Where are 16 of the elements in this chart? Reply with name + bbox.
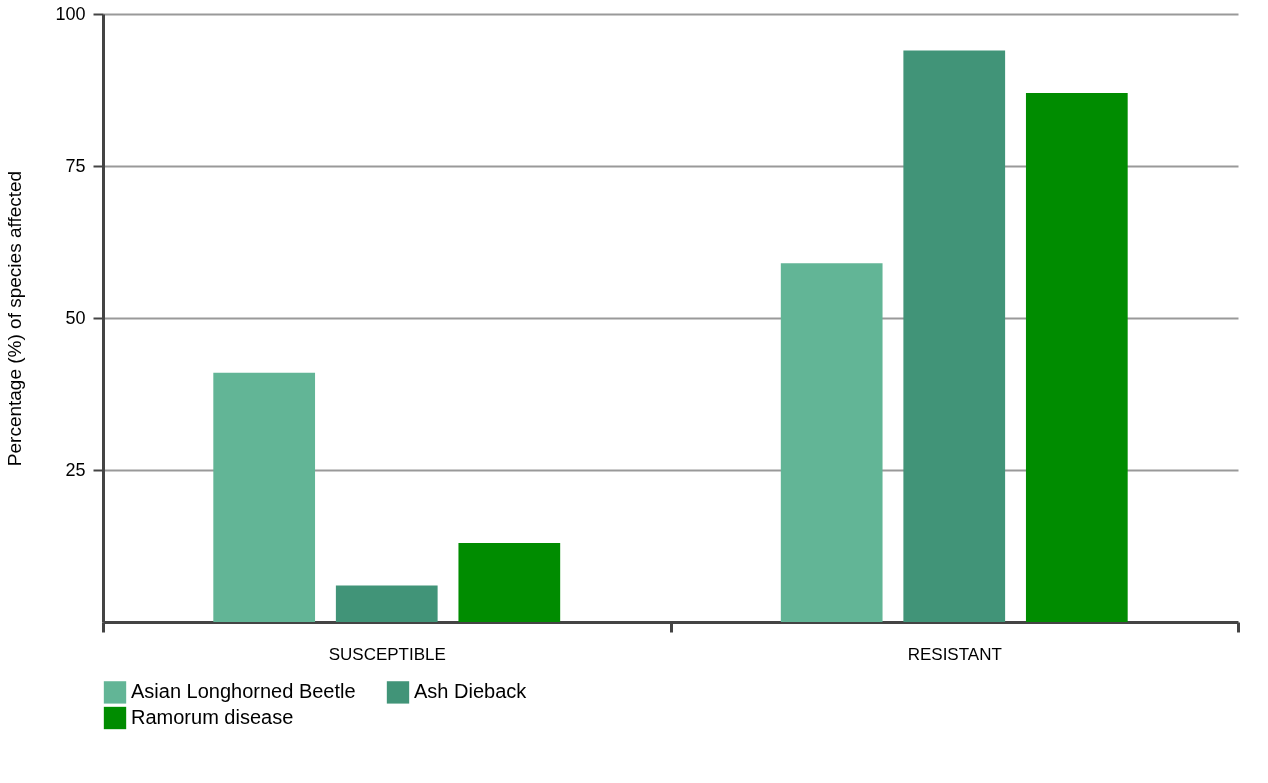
legend-label: Ramorum disease [131,706,294,728]
y-tick-label: 75 [65,155,86,176]
bar [903,50,1006,622]
y-tick-label: 50 [65,307,86,328]
y-tick-label: 100 [55,3,86,24]
bar [458,542,561,622]
legend-label: Asian Longhorned Beetle [131,680,356,703]
x-tick-label: RESISTANT [907,644,1002,664]
y-tick-label: 25 [65,459,86,480]
bar [780,263,883,622]
bar [335,585,438,622]
bar [1025,93,1128,622]
x-tick-label: SUSCEPTIBLE [328,644,446,664]
y-axis-title: Percentage (%) of species affected [4,170,26,467]
legend-label: Ash Dieback [414,680,528,703]
bar [213,372,316,622]
